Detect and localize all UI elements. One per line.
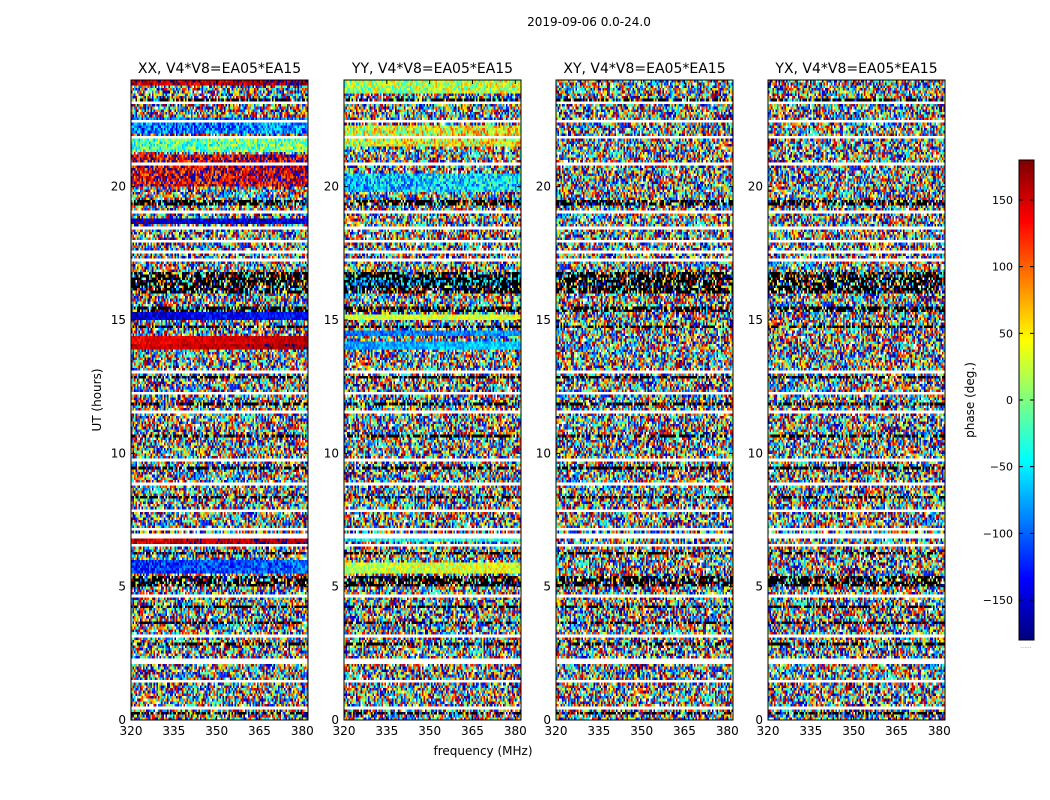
- colorbar-footnote: ......: [1020, 643, 1032, 650]
- y-tick-label: 0: [331, 713, 339, 727]
- y-tick-label: 5: [331, 580, 339, 594]
- y-tick-label: 5: [543, 580, 551, 594]
- panel-3: XY, V4*V8=EA05*EA15 320 335 350 365 380 0 5 10 15…: [536, 61, 739, 738]
- panels-group: XX, V4*V8=EA05*EA15 320 335 350 365 380 0 5 10 15…: [111, 61, 951, 738]
- y-tick-label: 10: [111, 446, 126, 460]
- y-axis-label: UT (hours): [90, 368, 104, 431]
- x-tick-label: 335: [799, 724, 822, 738]
- panel-2: YY, V4*V8=EA05*EA15 320 335 350 365 380 0 5 10 15…: [324, 61, 527, 738]
- y-tick-label: 10: [536, 446, 551, 460]
- y-tick-label: 15: [536, 313, 551, 327]
- panel-2-heatmap: [344, 80, 521, 720]
- x-tick-label: 350: [842, 724, 865, 738]
- y-tick-label: 20: [111, 180, 126, 194]
- x-tick-label: 365: [885, 724, 908, 738]
- colorbar-tick-label: −150: [983, 594, 1013, 607]
- y-tick-label: 20: [748, 180, 763, 194]
- colorbar-label: phase (deg.): [963, 362, 977, 438]
- panel-4-heatmap: [768, 80, 945, 720]
- x-tick-label: 335: [375, 724, 398, 738]
- y-tick-label: 15: [324, 313, 339, 327]
- colorbar-tick-label: 100: [992, 261, 1013, 274]
- colorbar-tick-label: −50: [990, 461, 1013, 474]
- x-tick-label: 350: [418, 724, 441, 738]
- x-tick-label: 320: [545, 724, 568, 738]
- panel-1-frame: [130, 79, 309, 721]
- x-tick-label: 320: [120, 724, 143, 738]
- x-axis-label: frequency (MHz): [433, 744, 532, 758]
- x-tick-label: 380: [928, 724, 951, 738]
- panel-4-frame: [767, 79, 946, 721]
- y-tick-label: 0: [755, 713, 763, 727]
- x-tick-label: 380: [716, 724, 739, 738]
- panel-1: XX, V4*V8=EA05*EA15 320 335 350 365 380 0 5 10 15…: [111, 61, 314, 738]
- colorbar-tick-label: −100: [983, 527, 1013, 540]
- y-tick-label: 10: [748, 446, 763, 460]
- x-tick-label: 335: [587, 724, 610, 738]
- y-tick-label: 15: [111, 313, 126, 327]
- panel-1-title: XX, V4*V8=EA05*EA15: [138, 61, 301, 77]
- y-tick-label: 5: [118, 580, 126, 594]
- y-tick-label: 0: [543, 713, 551, 727]
- y-tick-label: 0: [118, 713, 126, 727]
- x-tick-label: 365: [248, 724, 271, 738]
- panel-2-frame: [343, 79, 522, 721]
- x-tick-label: 365: [673, 724, 696, 738]
- y-tick-label: 15: [748, 313, 763, 327]
- panel-3-heatmap: [556, 80, 733, 720]
- colorbar-gradient: [1019, 160, 1034, 640]
- panel-2-title: YY, V4*V8=EA05*EA15: [351, 61, 513, 77]
- panel-4-title: YX, V4*V8=EA05*EA15: [774, 61, 937, 77]
- colorbar-tick-label: 0: [1006, 394, 1013, 407]
- figure-title: 2019-09-06 0.0-24.0: [527, 15, 651, 29]
- colorbar-tick-label: 150: [992, 194, 1013, 207]
- y-tick-label: 20: [324, 180, 339, 194]
- x-tick-label: 320: [333, 724, 356, 738]
- y-tick-label: 20: [536, 180, 551, 194]
- colorbar-tick-label: 50: [999, 327, 1013, 340]
- y-tick-label: 5: [755, 580, 763, 594]
- panel-1-heatmap: [131, 80, 308, 720]
- y-tick-label: 10: [324, 446, 339, 460]
- x-tick-label: 365: [461, 724, 484, 738]
- x-tick-label: 350: [630, 724, 653, 738]
- panel-3-title: XY, V4*V8=EA05*EA15: [563, 61, 725, 77]
- colorbar: −150 −100 −50 0 50 100 150: [983, 159, 1035, 641]
- panel-3-frame: [555, 79, 734, 721]
- x-tick-label: 380: [504, 724, 527, 738]
- x-tick-label: 350: [205, 724, 228, 738]
- panel-4: YX, V4*V8=EA05*EA15 320 335 350 365 380 0 5 10 15…: [748, 61, 951, 738]
- x-tick-label: 380: [291, 724, 314, 738]
- x-tick-label: 335: [162, 724, 185, 738]
- x-tick-label: 320: [757, 724, 780, 738]
